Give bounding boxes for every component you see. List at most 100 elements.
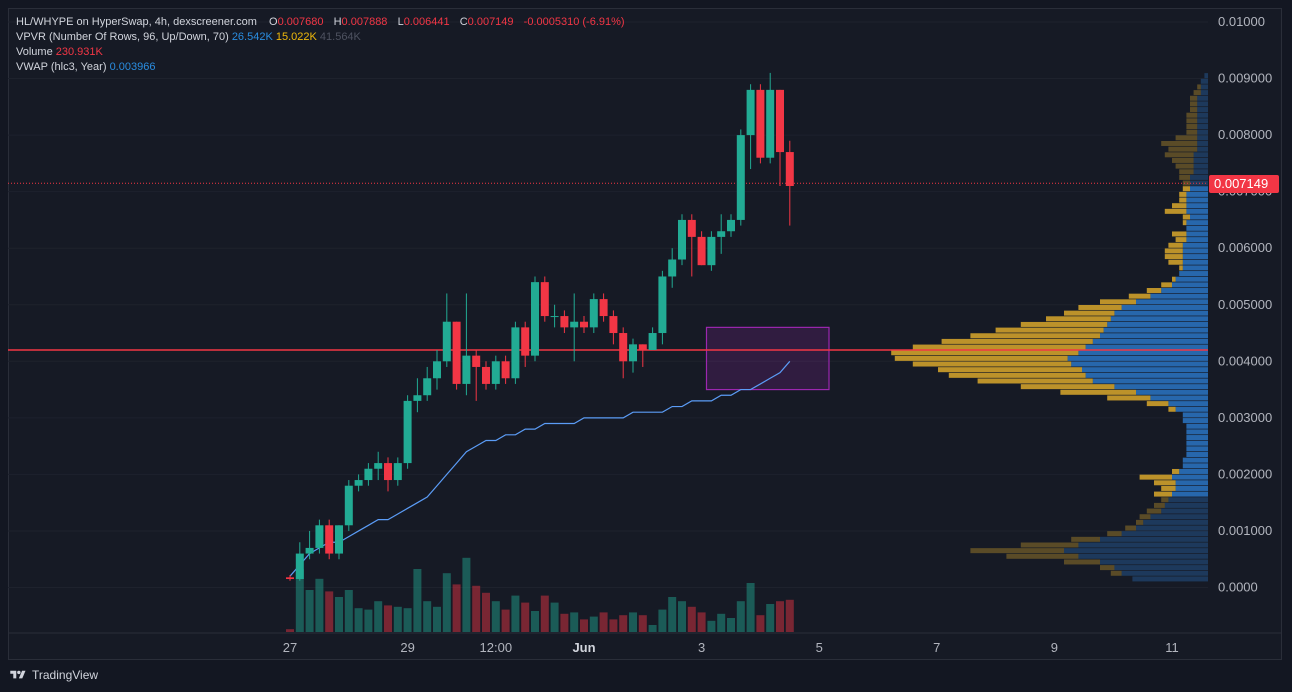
volume-profile-up-bar: [1175, 485, 1208, 491]
volume-profile-down-bar: [1107, 531, 1122, 537]
y-tick-label: 0.006000: [1218, 240, 1272, 255]
candle-body: [785, 152, 794, 186]
volume-profile-down-bar: [1146, 508, 1162, 514]
volume-bar: [344, 590, 353, 632]
volume-profile-up-bar: [1186, 191, 1208, 197]
volume-bar: [295, 569, 304, 632]
volume-bar: [776, 601, 784, 632]
candle-body: [609, 316, 618, 334]
candle-body: [599, 299, 608, 317]
volume-profile-up-bar: [1136, 389, 1208, 395]
volume-profile-up-bar: [1143, 519, 1208, 525]
volume-profile-up-bar: [1186, 208, 1208, 214]
volume-profile-up-bar: [1175, 480, 1208, 486]
x-tick-label: 11: [1165, 640, 1179, 655]
candle-body: [570, 321, 579, 328]
volume-profile-up-bar: [1193, 169, 1208, 175]
volume-bar: [599, 612, 608, 632]
volume-profile-up-bar: [1114, 565, 1208, 571]
volume-bar: [766, 604, 775, 632]
volume-profile-down-bar: [1154, 491, 1172, 497]
volume-profile-up-bar: [1161, 508, 1208, 514]
low-label: L: [397, 16, 404, 28]
volume-profile-up-bar: [1186, 203, 1208, 209]
volume-profile-down-bar: [1182, 214, 1190, 220]
legend-volume-row[interactable]: Volume 230.931K: [16, 45, 103, 60]
volume-bar: [619, 615, 628, 632]
candle-body: [491, 361, 500, 384]
volume-profile-up-bar: [1197, 124, 1208, 130]
candle-body: [678, 219, 686, 260]
volume-profile-down-bar: [1179, 265, 1183, 271]
legend-vpvr-row[interactable]: VPVR (Number Of Rows, 96, Up/Down, 70) 2…: [16, 30, 361, 45]
volume-profile-down-bar: [1125, 525, 1136, 531]
volume-profile-down-bar: [1164, 208, 1187, 214]
volume-bar: [374, 601, 383, 632]
volume-profile-up-bar: [1100, 536, 1208, 542]
volume-bar: [393, 606, 402, 632]
candle-body: [452, 321, 461, 384]
volume-profile-up-bar: [1186, 231, 1208, 237]
volume-profile-up-bar: [1197, 118, 1208, 124]
volume-profile-down-bar: [938, 367, 1082, 373]
volume-profile-down-bar: [1100, 299, 1136, 305]
volume-bar: [442, 573, 451, 632]
volume-profile-down-bar: [1182, 220, 1187, 226]
volume-profile-down-bar: [1175, 237, 1187, 243]
volume-bar: [678, 601, 686, 632]
volume-profile-up-bar: [1190, 186, 1208, 192]
volume-profile-down-bar: [1186, 129, 1198, 135]
tradingview-brand[interactable]: TradingView: [32, 668, 99, 682]
volume-bar: [638, 615, 647, 632]
volume-bar: [609, 619, 618, 632]
volume-profile-down-bar: [912, 361, 1072, 367]
volume-profile-down-bar: [1172, 468, 1180, 474]
volume-profile-down-bar: [1161, 282, 1172, 288]
volume-bar: [335, 597, 343, 632]
volume-bar: [364, 609, 373, 632]
x-tick-label: 7: [933, 640, 940, 655]
volume-profile-up-bar: [1186, 440, 1208, 446]
price-chart[interactable]: 0.010000.0090000.0080000.0070000.0060000…: [8, 8, 1282, 660]
volume-profile-down-bar: [1172, 157, 1194, 163]
volume-bar: [707, 620, 716, 632]
volume-profile-down-bar: [1182, 186, 1190, 192]
x-tick-label: Jun: [572, 640, 595, 655]
volume-profile-up-bar: [1168, 401, 1208, 407]
candle-body: [462, 355, 471, 384]
x-tick-label: 3: [698, 640, 705, 655]
volume-label: Volume: [16, 46, 53, 58]
open-label: O: [269, 16, 278, 28]
volume-profile-down-bar: [1139, 514, 1151, 520]
volume-bar: [472, 585, 481, 632]
volume-profile-up-bar: [1085, 344, 1208, 350]
volume-profile-down-bar: [1168, 259, 1183, 265]
candle-body: [286, 577, 294, 580]
volume-profile-down-bar: [1172, 276, 1176, 282]
close-label: C: [459, 16, 468, 28]
volume-profile-up-bar: [1182, 254, 1208, 260]
volume-profile-up-bar: [1197, 140, 1208, 146]
volume-profile-down-bar: [1179, 174, 1190, 180]
volume-bar: [354, 608, 363, 632]
volume-profile-up-bar: [1197, 135, 1208, 141]
volume-bar: [717, 613, 726, 632]
volume-bar: [668, 597, 677, 632]
volume-profile-up-bar: [1172, 282, 1208, 288]
volume-profile-down-bar: [1186, 118, 1198, 124]
volume-profile-down-bar: [1064, 559, 1100, 565]
candle-body: [521, 327, 530, 356]
volume-bar: [286, 629, 294, 632]
volume-bar: [736, 601, 745, 632]
volume-profile-down-bar: [1182, 180, 1190, 186]
volume-profile-down-bar: [1172, 231, 1187, 237]
volume-profile-up-bar: [1107, 321, 1208, 327]
volume-profile-up-bar: [1168, 497, 1208, 503]
volume-profile-down-bar: [894, 355, 1068, 361]
volume-profile-up-bar: [1092, 378, 1208, 384]
volume-bar: [491, 601, 500, 632]
volume-profile-up-bar: [1103, 327, 1208, 333]
vpvr-label: VPVR (Number Of Rows, 96, Up/Down, 70): [16, 31, 229, 43]
volume-profile-down-bar: [1046, 316, 1111, 322]
legend-vwap-row[interactable]: VWAP (hlc3, Year) 0.003966: [16, 60, 155, 75]
